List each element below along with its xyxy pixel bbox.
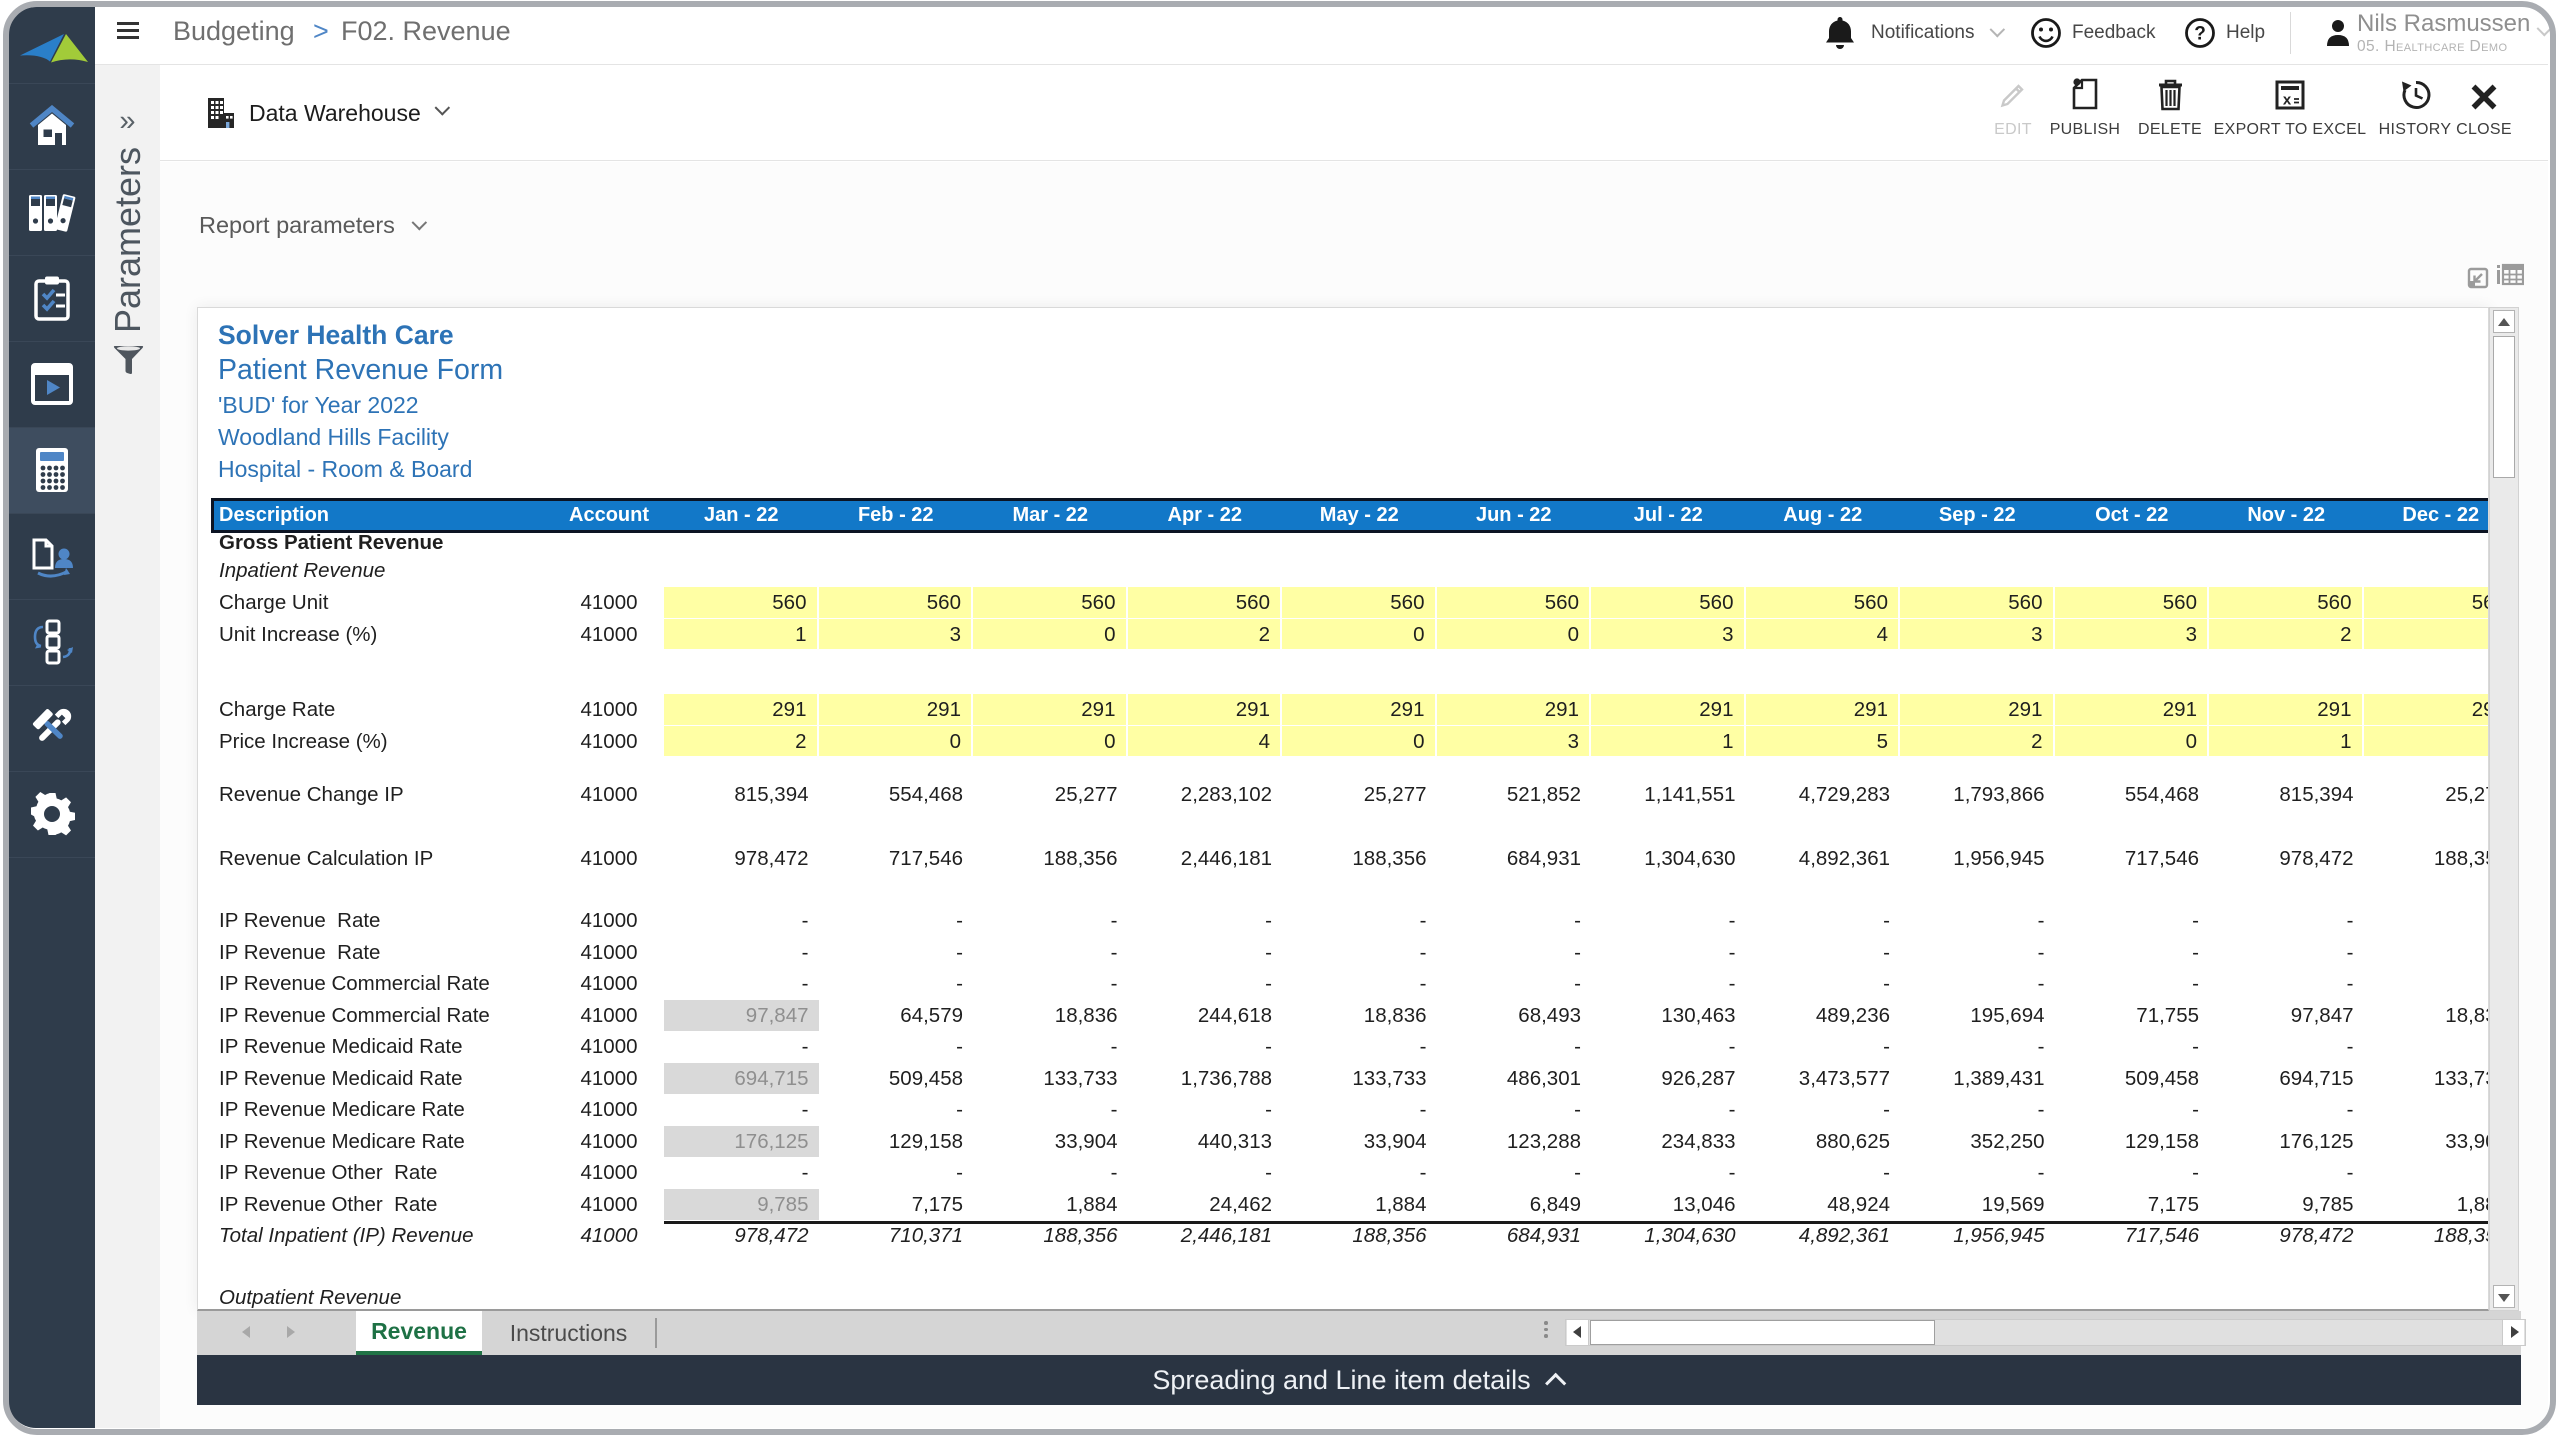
svg-text:?: ? [2194,23,2206,44]
svg-text:x: x [2283,92,2292,109]
